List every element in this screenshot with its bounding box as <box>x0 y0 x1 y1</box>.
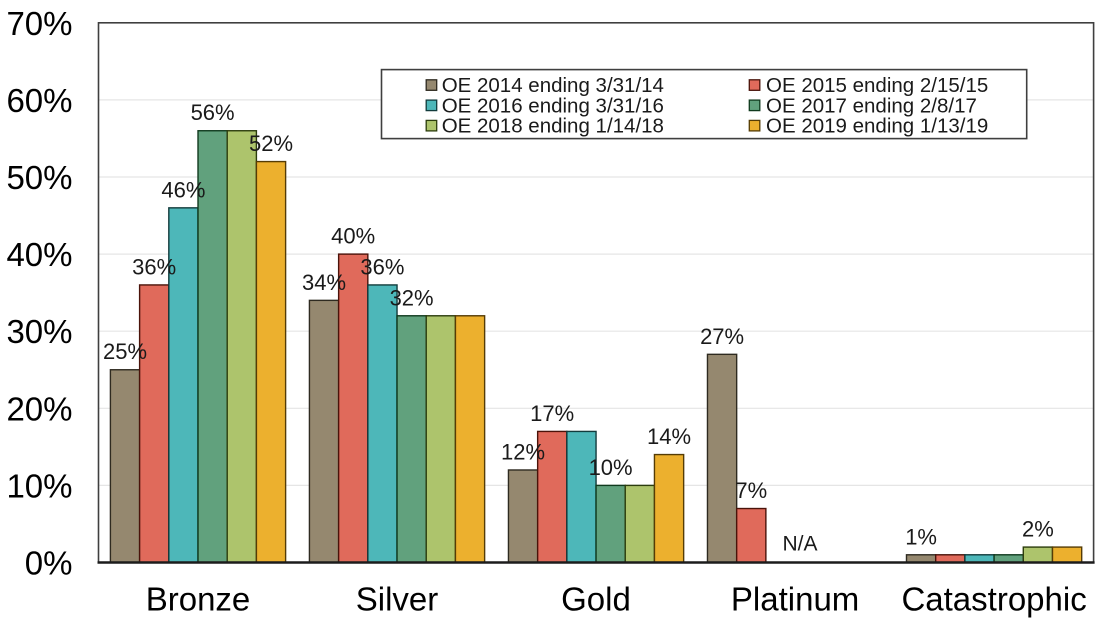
svg-text:OE 2019 ending 1/13/19: OE 2019 ending 1/13/19 <box>766 115 988 138</box>
svg-text:14%: 14% <box>647 424 691 449</box>
svg-text:52%: 52% <box>249 131 293 156</box>
svg-text:10%: 10% <box>6 467 72 504</box>
svg-text:60%: 60% <box>6 82 72 119</box>
svg-text:OE 2018 ending 1/14/18: OE 2018 ending 1/14/18 <box>442 115 664 138</box>
svg-text:OE 2017 ending 2/8/17: OE 2017 ending 2/8/17 <box>766 94 977 117</box>
svg-text:30%: 30% <box>6 313 72 350</box>
svg-text:50%: 50% <box>6 159 72 196</box>
svg-text:7%: 7% <box>735 478 767 503</box>
svg-text:40%: 40% <box>331 224 375 249</box>
svg-text:36%: 36% <box>132 254 176 279</box>
svg-text:27%: 27% <box>700 324 744 349</box>
svg-text:Bronze: Bronze <box>146 581 251 618</box>
svg-text:40%: 40% <box>6 236 72 273</box>
svg-text:Gold: Gold <box>561 581 631 618</box>
svg-text:N/A: N/A <box>782 533 817 556</box>
svg-text:46%: 46% <box>161 177 205 202</box>
svg-text:36%: 36% <box>360 254 404 279</box>
svg-text:17%: 17% <box>530 401 574 426</box>
svg-text:Silver: Silver <box>356 581 439 618</box>
svg-text:0%: 0% <box>25 545 73 582</box>
svg-text:70%: 70% <box>6 5 72 42</box>
svg-text:25%: 25% <box>103 339 147 364</box>
svg-text:OE 2015 ending 2/15/15: OE 2015 ending 2/15/15 <box>766 74 988 97</box>
svg-text:OE 2014 ending 3/31/14: OE 2014 ending 3/31/14 <box>442 74 664 97</box>
svg-text:12%: 12% <box>501 440 545 465</box>
svg-text:56%: 56% <box>191 100 235 125</box>
svg-text:20%: 20% <box>6 390 72 427</box>
svg-text:10%: 10% <box>589 455 633 480</box>
svg-text:OE 2016 ending 3/31/16: OE 2016 ending 3/31/16 <box>442 94 664 117</box>
svg-text:Platinum: Platinum <box>731 581 859 618</box>
svg-text:1%: 1% <box>905 524 937 549</box>
svg-text:2%: 2% <box>1022 517 1054 542</box>
svg-text:Catastrophic: Catastrophic <box>901 581 1086 618</box>
svg-text:34%: 34% <box>302 270 346 295</box>
svg-text:32%: 32% <box>390 285 434 310</box>
